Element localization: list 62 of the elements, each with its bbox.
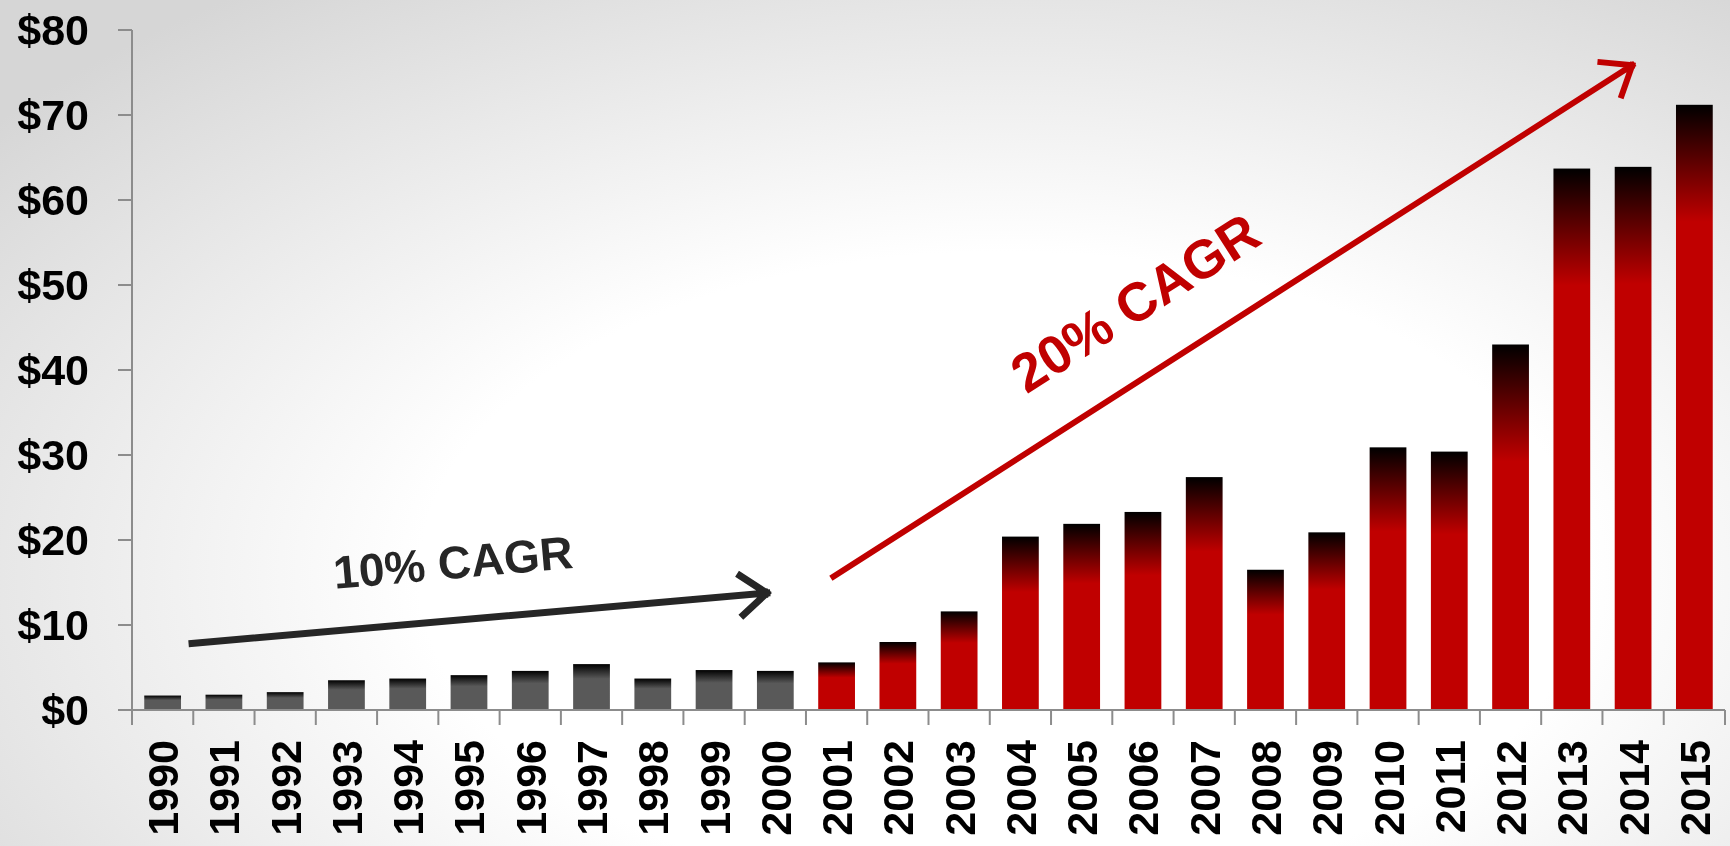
x-tick-label: 1995: [445, 740, 494, 836]
bar: [1185, 477, 1223, 710]
annotation: 10% CAGR: [331, 526, 575, 599]
x-tick-label: 1992: [261, 740, 310, 836]
x-tick-label: 2006: [1119, 740, 1168, 836]
bar: [1430, 451, 1468, 710]
y-tick-label: $10: [17, 601, 89, 649]
y-tick-label: $50: [17, 261, 89, 309]
y-tick-label: $20: [17, 516, 89, 564]
y-tick-label: $60: [17, 176, 89, 224]
bar: [1308, 532, 1346, 710]
bar: [1492, 344, 1529, 710]
y-tick-label: $30: [17, 431, 89, 479]
bar: [1553, 168, 1591, 710]
y-tick-label: $40: [17, 346, 89, 394]
bar: [1614, 166, 1652, 710]
x-tick-label: 1997: [568, 740, 616, 836]
x-tick-label: 1993: [322, 740, 371, 836]
bar: [756, 670, 794, 710]
bar: [1002, 536, 1039, 710]
x-tick-label: 2012: [1487, 740, 1536, 836]
x-tick-label: 2015: [1670, 740, 1719, 836]
bar: [144, 695, 182, 710]
x-tick-label: 2013: [1548, 740, 1597, 836]
y-tick-label: $70: [17, 91, 89, 139]
x-tick-label: 1990: [139, 740, 188, 836]
x-tick-label: 2008: [1241, 740, 1290, 836]
x-tick-label: 1991: [200, 740, 249, 836]
x-tick-label: 2004: [996, 739, 1045, 836]
bar: [634, 678, 672, 710]
bar: [450, 675, 488, 710]
bar: [695, 670, 733, 710]
x-tick-label: 2001: [813, 740, 862, 836]
x-tick-label: 2014: [1609, 739, 1658, 836]
x-tick-label: 2010: [1364, 740, 1413, 836]
x-tick-label: 1996: [506, 740, 555, 836]
x-tick-label: 2002: [874, 740, 923, 836]
y-tick-label: $0: [41, 686, 89, 734]
x-tick-label: 2009: [1303, 740, 1352, 836]
bar: [205, 694, 243, 710]
bar: [1247, 569, 1284, 710]
bar: [879, 642, 917, 710]
bar: [328, 680, 365, 710]
bar: [1369, 447, 1407, 710]
bar: [1675, 104, 1713, 710]
x-tick-label: 2005: [1058, 740, 1107, 836]
bar: [940, 611, 978, 710]
y-tick-label: $80: [17, 6, 89, 54]
x-tick-label: 2003: [935, 740, 984, 836]
bar: [573, 664, 610, 710]
x-tick-label: 2007: [1180, 740, 1229, 836]
bar: [818, 662, 855, 710]
bar: [1124, 511, 1162, 710]
x-tick-label: 1994: [384, 739, 433, 836]
bar: [389, 678, 427, 710]
x-tick-label: 1999: [690, 740, 739, 836]
x-tick-label: 1998: [629, 740, 678, 836]
x-tick-label: 2011: [1425, 740, 1474, 834]
bar: [266, 692, 304, 710]
bar: [511, 670, 549, 710]
bar: [1063, 523, 1101, 710]
x-tick-label: 2000: [751, 740, 800, 836]
